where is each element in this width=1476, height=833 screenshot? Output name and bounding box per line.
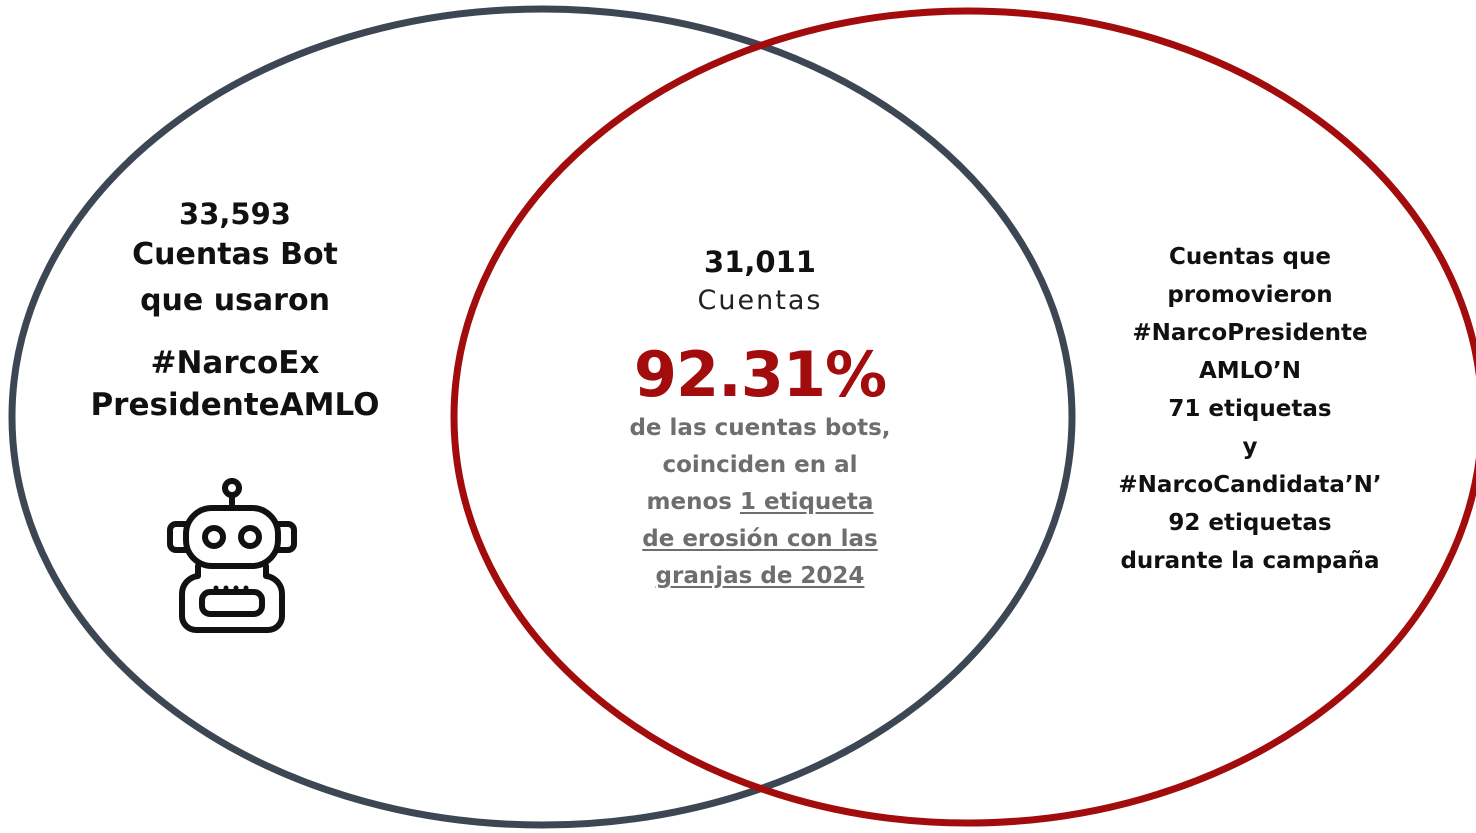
intersection-desc-underlined-2: de erosión con las: [642, 526, 878, 552]
right-label-line: Cuentas que: [1169, 244, 1331, 270]
left-label-line1: Cuentas Bot: [132, 237, 338, 272]
intersection-count-label: Cuentas: [697, 285, 823, 316]
right-set-label: Cuentas que promovieron #NarcoPresidente…: [1070, 238, 1430, 580]
intersection-desc-line1: de las cuentas bots,: [629, 415, 891, 441]
intersection-desc-line2: coinciden en al: [662, 452, 858, 478]
right-label-line: 71 etiquetas: [1168, 396, 1332, 422]
intersection-desc-underlined: 1 etiqueta: [739, 489, 874, 515]
right-label-line: promovieron: [1167, 282, 1333, 308]
left-hashtag-line2: PresidenteAMLO: [90, 387, 380, 423]
intersection-desc-line4: de erosión con las: [560, 521, 960, 558]
right-label-line: #NarcoPresidente: [1132, 320, 1368, 346]
right-label-line: y: [1242, 434, 1258, 460]
intersection-count: 31,011: [704, 245, 816, 279]
right-label-line: #NarcoCandidata’N’: [1118, 472, 1382, 498]
left-label-line2: que usaron: [140, 283, 330, 318]
robot-icon: [167, 478, 297, 633]
intersection-desc-underlined-3: granjas de 2024: [655, 563, 865, 589]
right-label-line: AMLO’N: [1198, 358, 1302, 384]
right-circle: [450, 7, 1476, 827]
left-set-label: 33,593 Cuentas Bot que usaron #NarcoEx P…: [30, 196, 440, 426]
left-hashtag-line1: #NarcoEx: [150, 345, 320, 381]
left-circle: [8, 5, 1076, 829]
intersection-percentage: 92.31%: [633, 338, 887, 411]
right-label-line: durante la campaña: [1120, 548, 1380, 574]
left-count: 33,593: [179, 197, 291, 231]
intersection-label: 31,011 Cuentas 92.31% de las cuentas bot…: [560, 242, 960, 595]
right-label-line: 92 etiquetas: [1168, 510, 1332, 536]
intersection-desc-line3: menos 1 etiqueta: [560, 484, 960, 521]
intersection-desc-line5: granjas de 2024: [560, 558, 960, 595]
intersection-desc-prefix: menos: [646, 489, 740, 515]
